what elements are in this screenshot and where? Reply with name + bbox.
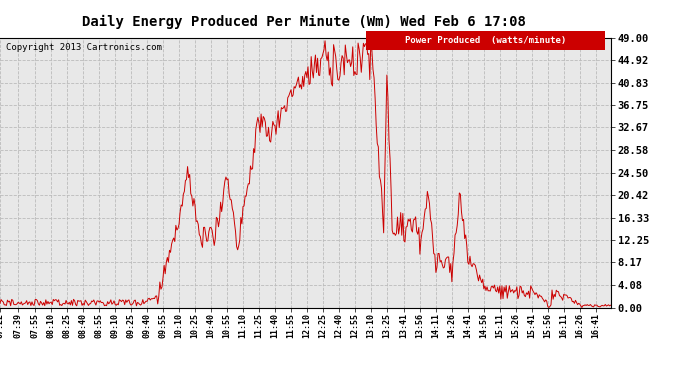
Text: Daily Energy Produced Per Minute (Wm) Wed Feb 6 17:08: Daily Energy Produced Per Minute (Wm) We…: [81, 15, 526, 29]
Text: Power Produced  (watts/minute): Power Produced (watts/minute): [405, 36, 566, 45]
Text: Copyright 2013 Cartronics.com: Copyright 2013 Cartronics.com: [6, 43, 162, 52]
